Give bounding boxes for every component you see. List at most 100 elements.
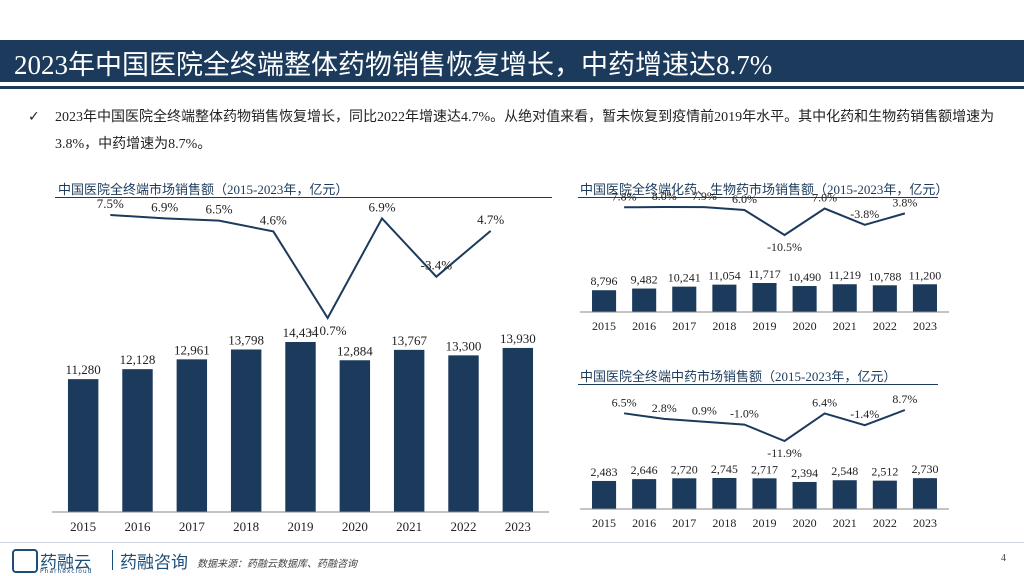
tick-label: 2019 [288, 519, 314, 534]
bar [67, 379, 99, 512]
bar-value-label: 2,646 [631, 463, 658, 477]
tick-label: 2023 [913, 319, 937, 333]
growth-label: -10.5% [767, 240, 802, 254]
growth-label: -10.7% [309, 323, 347, 338]
bar [502, 347, 534, 512]
tick-label: 2021 [396, 519, 422, 534]
bar [176, 359, 208, 512]
tick-label: 2022 [451, 519, 477, 534]
tick-label: 2016 [632, 516, 656, 530]
bar [632, 288, 657, 312]
bar [872, 480, 897, 509]
chart-title-underline-total [55, 197, 552, 198]
growth-label: 4.6% [260, 212, 287, 227]
chart-title-chem-bio: 中国医院全终端化药、生物药市场销售额（2015-2023年，亿元） [580, 182, 949, 197]
growth-label: 6.9% [368, 199, 395, 214]
bar [912, 284, 937, 312]
growth-label: 6.4% [812, 395, 837, 409]
growth-label: 7.5% [97, 196, 124, 211]
tick-label: 2020 [342, 519, 368, 534]
tick-label: 2016 [632, 319, 656, 333]
bar-value-label: 8,796 [591, 274, 618, 288]
brand-subname: Pharnexcloud [40, 568, 93, 575]
brand-name: 药融云 [40, 553, 91, 573]
growth-line [624, 205, 906, 237]
tick-label: 2017 [672, 319, 696, 333]
bar [632, 479, 657, 509]
growth-line [623, 409, 906, 443]
check-icon: ✓ [28, 109, 40, 125]
chart-title-tcm: 中国医院全终端中药市场销售额（2015-2023年，亿元） [580, 369, 897, 384]
bar [832, 284, 857, 312]
tick-label: 2023 [913, 516, 937, 530]
bar [672, 286, 697, 312]
tick-label: 2020 [793, 319, 817, 333]
bar-value-label: 2,720 [671, 462, 698, 476]
page-number: 4 [1001, 553, 1006, 564]
bar [448, 355, 479, 512]
tick-label: 2020 [793, 516, 817, 530]
bar [339, 360, 371, 512]
tick-label: 2017 [672, 516, 696, 530]
growth-label: 4.7% [477, 212, 504, 227]
bar-value-label: 11,219 [828, 268, 861, 282]
bar-value-label: 13,300 [446, 338, 482, 353]
growth-label: -3.4% [421, 258, 453, 273]
growth-label: 6.9% [151, 199, 178, 214]
bar-value-label: 13,930 [500, 331, 536, 346]
growth-label: 3.8% [892, 195, 917, 209]
bar-value-label: 10,241 [668, 271, 701, 285]
tick-label: 2015 [592, 319, 616, 333]
bar [285, 342, 316, 512]
growth-label: -1.4% [850, 407, 879, 421]
bar [122, 369, 153, 512]
bar [792, 481, 817, 509]
bar-value-label: 12,961 [174, 342, 210, 357]
tick-label: 2022 [873, 516, 897, 530]
title-accent-line [0, 86, 1024, 89]
growth-label: 0.9% [692, 404, 717, 418]
bar [792, 286, 817, 312]
brand-name-consulting: 药融咨询 [120, 553, 188, 573]
bar-value-label: 2,730 [911, 462, 938, 476]
bar-value-label: 11,200 [909, 268, 942, 282]
growth-label: 8.7% [892, 392, 917, 406]
bar [393, 349, 425, 512]
tick-label: 2023 [505, 519, 531, 534]
bar [752, 478, 777, 509]
chart-title-total: 中国医院全终端市场销售额（2015-2023年，亿元） [58, 182, 349, 197]
bar [592, 290, 617, 312]
growth-label: 6.5% [612, 395, 637, 409]
bar-value-label: 2,717 [751, 462, 778, 476]
growth-label: 6.0% [732, 192, 757, 206]
bar [712, 284, 737, 312]
bar [672, 478, 697, 509]
bar-value-label: 14,434 [283, 325, 319, 340]
tick-label: 2017 [179, 519, 206, 534]
growth-label: 7.9% [692, 189, 717, 203]
bar-value-label: 2,483 [591, 465, 618, 479]
bar-value-label: 2,548 [831, 464, 858, 478]
bar-value-label: 13,798 [228, 332, 264, 347]
bar [832, 480, 857, 509]
growth-label: 8.0% [652, 189, 677, 203]
tick-label: 2021 [833, 516, 857, 530]
tick-label: 2019 [753, 319, 777, 333]
growth-line [110, 214, 492, 320]
tick-label: 2018 [712, 516, 736, 530]
tick-label: 2018 [233, 519, 259, 534]
brand-logo-icon [12, 549, 38, 573]
growth-label: 6.5% [205, 202, 232, 217]
bar-value-label: 10,490 [788, 270, 821, 284]
data-source: 数据来源：药融云数据库、药融咨询 [197, 559, 357, 570]
tick-label: 2019 [753, 516, 777, 530]
brand-separator [112, 550, 113, 570]
footer-divider [0, 542, 1024, 543]
bar-value-label: 13,767 [391, 333, 427, 348]
bar-value-label: 11,054 [708, 269, 741, 283]
summary-text: 2023年中国医院全终端整体药物销售恢复增长，同比2022年增速达4.7%。从绝… [55, 110, 995, 152]
bar-value-label: 11,280 [66, 362, 101, 377]
bar-value-label: 9,482 [631, 273, 658, 287]
bar-value-label: 2,512 [871, 465, 898, 479]
bar [752, 283, 777, 312]
